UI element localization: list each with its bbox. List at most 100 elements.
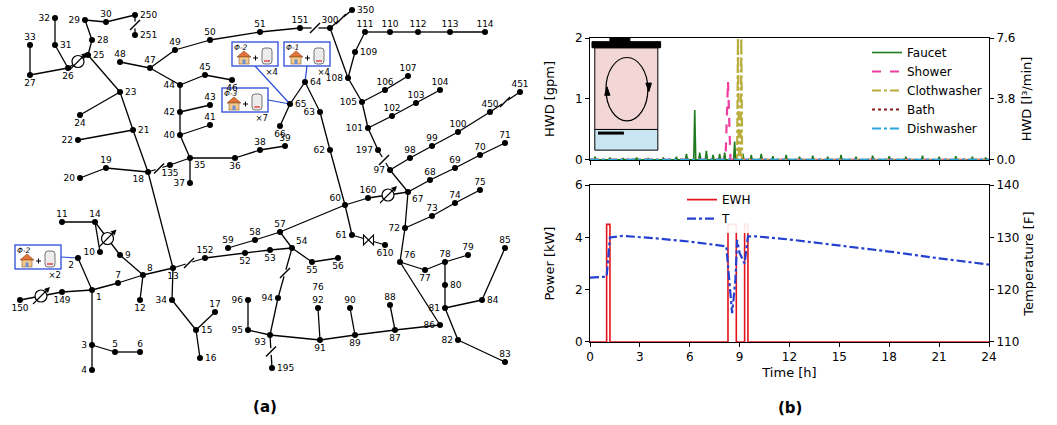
- svg-text:HWD [l³/min]: HWD [l³/min]: [1020, 57, 1035, 142]
- svg-text:85: 85: [499, 235, 510, 245]
- svg-text:84: 84: [487, 295, 499, 305]
- svg-text:69: 69: [449, 155, 461, 165]
- svg-text:10: 10: [84, 247, 96, 257]
- svg-text:9: 9: [125, 250, 131, 260]
- svg-text:87: 87: [389, 333, 400, 343]
- svg-text:7: 7: [115, 270, 121, 280]
- svg-text:74: 74: [449, 190, 461, 200]
- svg-text:2: 2: [575, 283, 583, 297]
- svg-text:83: 83: [499, 349, 510, 359]
- svg-text:8: 8: [147, 263, 153, 273]
- svg-text:77: 77: [419, 273, 430, 283]
- svg-text:4: 4: [81, 365, 87, 375]
- svg-text:(b): (b): [778, 399, 802, 417]
- svg-text:71: 71: [499, 130, 510, 140]
- svg-text:16: 16: [205, 353, 217, 363]
- svg-text:15: 15: [832, 350, 847, 364]
- svg-text:15: 15: [201, 325, 212, 335]
- svg-text:Clothwasher: Clothwasher: [907, 84, 982, 98]
- svg-text:65: 65: [295, 99, 306, 109]
- svg-text:5: 5: [112, 339, 118, 349]
- svg-text:Bath: Bath: [907, 103, 935, 117]
- svg-text:34: 34: [156, 295, 168, 305]
- svg-text:36: 36: [229, 161, 241, 171]
- svg-text:96: 96: [232, 295, 244, 305]
- svg-text:97: 97: [374, 165, 385, 175]
- svg-text:27: 27: [24, 78, 35, 88]
- svg-text:47: 47: [144, 55, 155, 65]
- svg-text:0: 0: [575, 153, 583, 167]
- svg-text:31: 31: [60, 40, 71, 50]
- svg-text:60: 60: [330, 193, 342, 203]
- svg-text:111: 111: [356, 19, 373, 29]
- svg-text:98: 98: [404, 145, 416, 155]
- svg-text:24: 24: [74, 118, 86, 128]
- svg-text:48: 48: [114, 49, 126, 59]
- svg-text:68: 68: [424, 167, 436, 177]
- svg-text:44: 44: [164, 80, 176, 90]
- svg-text:Dishwasher: Dishwasher: [907, 122, 977, 136]
- svg-text:53: 53: [264, 253, 275, 263]
- svg-text:110: 110: [996, 335, 1019, 349]
- svg-text:451: 451: [511, 79, 528, 89]
- svg-text:0: 0: [575, 335, 583, 349]
- svg-text:104: 104: [431, 77, 448, 87]
- svg-text:81: 81: [429, 303, 440, 313]
- svg-text:×4: ×4: [265, 67, 278, 77]
- svg-text:22: 22: [62, 135, 73, 145]
- svg-text:89: 89: [349, 338, 361, 348]
- svg-text:Φ-2: Φ-2: [234, 43, 248, 52]
- svg-text:3: 3: [81, 340, 87, 350]
- svg-text:19: 19: [100, 155, 112, 165]
- svg-text:61: 61: [336, 230, 347, 240]
- svg-text:4: 4: [575, 231, 583, 245]
- svg-text:9: 9: [736, 350, 744, 364]
- svg-text:100: 100: [449, 119, 466, 129]
- svg-text:2: 2: [68, 260, 74, 270]
- svg-text:1: 1: [575, 92, 583, 106]
- svg-text:T: T: [721, 212, 730, 226]
- svg-text:78: 78: [439, 249, 451, 259]
- svg-text:114: 114: [476, 19, 493, 29]
- svg-text:7.6: 7.6: [996, 31, 1015, 45]
- svg-text:610: 610: [376, 248, 393, 258]
- svg-text:103: 103: [407, 90, 424, 100]
- svg-text:×7: ×7: [255, 113, 268, 123]
- svg-text:Faucet: Faucet: [907, 46, 947, 60]
- svg-text:130: 130: [996, 231, 1019, 245]
- svg-text:×2: ×2: [48, 270, 61, 280]
- svg-text:Time [h]: Time [h]: [761, 365, 816, 380]
- svg-text:42: 42: [164, 107, 175, 117]
- svg-text:90: 90: [344, 295, 356, 305]
- svg-text:46: 46: [226, 83, 238, 93]
- svg-text:56: 56: [332, 261, 344, 271]
- svg-text:66: 66: [274, 129, 286, 139]
- svg-text:37: 37: [174, 178, 185, 188]
- svg-text:79: 79: [462, 242, 474, 252]
- svg-text:73: 73: [426, 203, 437, 213]
- svg-text:102: 102: [383, 103, 400, 113]
- svg-text:(a): (a): [253, 398, 277, 416]
- svg-text:251: 251: [140, 30, 157, 40]
- svg-text:82: 82: [442, 335, 453, 345]
- svg-text:52: 52: [239, 256, 250, 266]
- svg-text:91: 91: [314, 343, 325, 353]
- svg-text:Φ-1: Φ-1: [286, 43, 299, 52]
- svg-text:29: 29: [69, 15, 81, 25]
- svg-text:21: 21: [931, 350, 946, 364]
- svg-text:151: 151: [291, 15, 308, 25]
- svg-text:0.0: 0.0: [996, 153, 1015, 167]
- svg-text:108: 108: [326, 73, 343, 83]
- svg-text:86: 86: [424, 320, 436, 330]
- svg-text:EWH: EWH: [722, 193, 750, 207]
- svg-text:120: 120: [996, 283, 1019, 297]
- svg-text:12: 12: [134, 303, 145, 313]
- svg-text:51: 51: [254, 19, 265, 29]
- svg-text:35: 35: [194, 160, 205, 170]
- svg-text:80: 80: [450, 280, 462, 290]
- svg-text:6: 6: [137, 339, 143, 349]
- svg-text:50: 50: [204, 27, 216, 37]
- svg-text:195: 195: [277, 363, 294, 373]
- svg-text:14: 14: [89, 209, 101, 219]
- svg-text:18: 18: [133, 174, 145, 184]
